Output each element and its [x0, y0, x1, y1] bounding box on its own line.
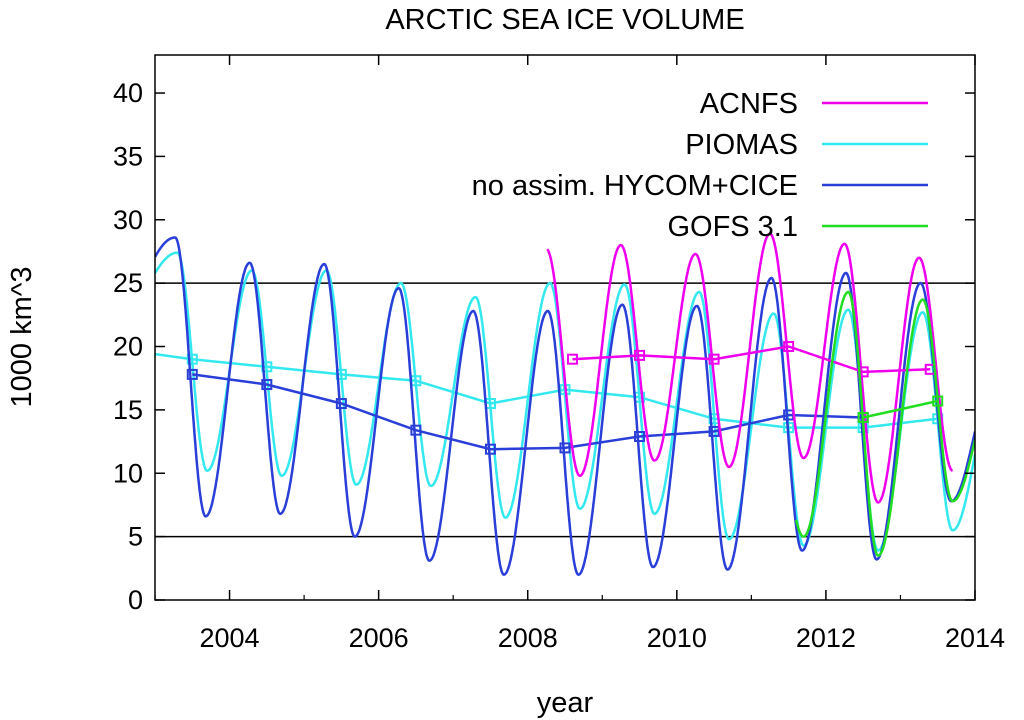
series-line-gofs-3-1: [794, 290, 975, 557]
legend-label-gofs-3-1: GOFS 3.1: [667, 211, 798, 243]
y-tick-label: 0: [128, 585, 143, 615]
mean-marker-acnfs: [566, 353, 578, 365]
mean-marker-no-assim-hycom-cice: [410, 424, 422, 436]
plot-frame: [154, 54, 976, 601]
mean-marker-acnfs: [783, 341, 795, 353]
plot-area: [155, 282, 975, 538]
mean-line-piomas: [155, 352, 938, 429]
series-line-acnfs: [546, 232, 953, 504]
mean-marker-no-assim-hycom-cice: [708, 425, 720, 437]
mean-marker-no-assim-hycom-cice: [484, 443, 496, 455]
x-tick-label: 2014: [945, 623, 1005, 653]
y-tick-label: 20: [113, 332, 143, 362]
x-axis-label: year: [537, 687, 594, 719]
x-tick-label: 2012: [796, 623, 856, 653]
x-tick-label: 2010: [647, 623, 707, 653]
series-group: [155, 232, 975, 577]
mean-marker-no-assim-hycom-cice: [559, 442, 571, 454]
y-tick-label: 30: [113, 205, 143, 235]
y-tick-label: 25: [113, 268, 143, 298]
mean-marker-no-assim-hycom-cice: [261, 379, 273, 391]
y-tick-label: 15: [113, 395, 143, 425]
legend-label-acnfs: ACNFS: [700, 88, 798, 120]
legend-label-no-assim-hycom-cice: no assim. HYCOM+CICE: [472, 170, 798, 202]
y-tick-label: 35: [113, 141, 143, 171]
mean-marker-acnfs: [634, 349, 646, 361]
mean-marker-no-assim-hycom-cice: [634, 431, 646, 442]
series-line-no-assim-hycom-cice: [155, 236, 975, 577]
chart-title: ARCTIC SEA ICE VOLUME: [385, 4, 744, 36]
legend: ACNFS PIOMAS no assim. HYCOM+CICE GOFS 3.1: [472, 88, 928, 243]
legend-label-piomas: PIOMAS: [685, 129, 798, 161]
x-tick-label: 2004: [200, 623, 260, 653]
axes: 0 5 10 15 20 25 30 35 40 2004 2006 2008 2010 2012 2014: [113, 54, 1005, 653]
y-tick-label: 5: [128, 522, 143, 552]
mean-line-gofs-3-1: [862, 399, 938, 419]
mean-marker-gofs-3-1: [857, 411, 869, 423]
mean-marker-no-assim-hycom-cice: [335, 398, 347, 410]
mean-marker-gofs-3-1: [932, 395, 944, 407]
mean-marker-no-assim-hycom-cice: [186, 368, 198, 380]
y-axis-label: 1000 km^3: [6, 267, 38, 408]
y-tick-label: 40: [113, 78, 143, 108]
mean-line-acnfs: [572, 345, 931, 374]
mean-line-no-assim-hycom-cice: [192, 373, 864, 451]
x-tick-label: 2006: [349, 623, 409, 653]
y-tick-label: 10: [113, 458, 143, 488]
mean-marker-piomas: [186, 353, 198, 365]
x-tick-label: 2008: [498, 623, 558, 653]
series-line-piomas: [155, 251, 975, 552]
mean-marker-acnfs: [708, 353, 720, 365]
